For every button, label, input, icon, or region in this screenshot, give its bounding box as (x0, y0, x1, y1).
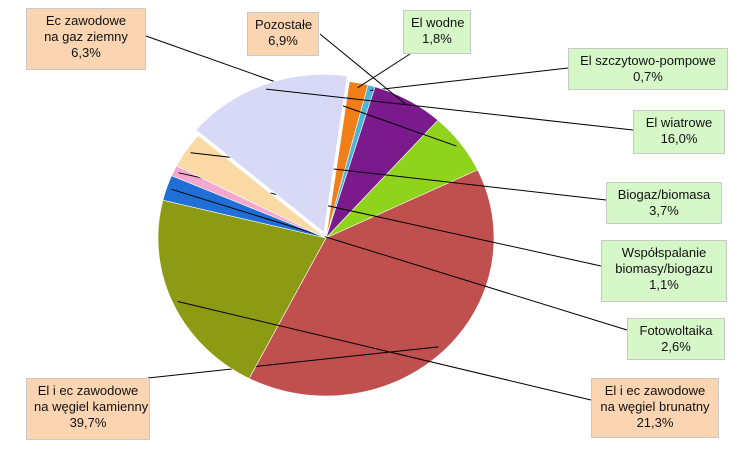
slice-label-line: Biogaz/biomasa (617, 187, 711, 202)
slice-label-line: El i ec zawodowe (604, 383, 706, 398)
slice-label-line: na węgiel brunatny (600, 399, 710, 414)
slice-label: Pozostałe 6,9% (247, 12, 319, 56)
pie-slice-el-wiatrowe (195, 74, 348, 233)
slice-label-line: 1,1% (649, 277, 679, 292)
slice-label: El i ec zawodowe na węgiel brunatny 21,3% (591, 378, 719, 438)
leader-line (177, 300, 592, 401)
pie-slice-el-i-ec-zawodowe-na-węgiel-brunatny (157, 199, 327, 379)
slice-label: El wodne 1,8% (403, 10, 471, 54)
slice-label: Ec zawodowe na gaz ziemny 6,3% (26, 8, 146, 70)
slice-label-line: 2,6% (661, 339, 691, 354)
slice-label-line: Pozostałe (255, 17, 313, 32)
slice-label: Współspalanie biomasy/biogazu 1,1% (601, 240, 727, 302)
slice-label-line: biomasy/biogazu (615, 261, 713, 276)
pie-slice-el-i-ec-zawodowe-na-węgiel-kamienny (248, 169, 495, 397)
slice-label-line: na węgiel kamienny (34, 399, 149, 414)
leader-line (319, 33, 407, 105)
slice-label-line: 6,9% (268, 33, 298, 48)
leader-line (370, 67, 569, 91)
leader-line (266, 88, 634, 131)
pie-slice-biogaz-biomasa (176, 135, 327, 239)
slice-label-line: 39,7% (69, 415, 107, 430)
slice-label: Fotowoltaika 2,6% (627, 318, 725, 360)
leader-line (357, 53, 411, 89)
slice-label: El wiatrowe 16,0% (633, 110, 725, 154)
slice-label-line: 21,3% (636, 415, 674, 430)
slice-label-line: El wodne (411, 15, 465, 30)
slice-label-line: 0,7% (633, 69, 663, 84)
slice-label: El szczytowo-pompowe 0,7% (568, 48, 728, 90)
slice-label-line: 1,8% (422, 31, 452, 46)
slice-label-line: 16,0% (660, 131, 698, 146)
slice-label-line: 6,3% (71, 45, 101, 60)
slice-label-line: El szczytowo-pompowe (580, 53, 716, 68)
slice-label-line: El i ec zawodowe (37, 383, 139, 398)
slice-label-line: Fotowoltaika (639, 323, 713, 338)
slice-label-line: Ec zawodowe (45, 13, 127, 28)
slice-label-line: El wiatrowe (645, 115, 713, 130)
slice-label: Biogaz/biomasa 3,7% (606, 182, 722, 224)
leader-line (171, 188, 628, 331)
slice-label: El i ec zawodowe na węgiel kamienny 39,7% (26, 378, 150, 440)
slice-label-line: 3,7% (649, 203, 679, 218)
slice-label-line: Współspalanie (621, 245, 707, 260)
slice-label-line: na gaz ziemny (44, 29, 128, 44)
